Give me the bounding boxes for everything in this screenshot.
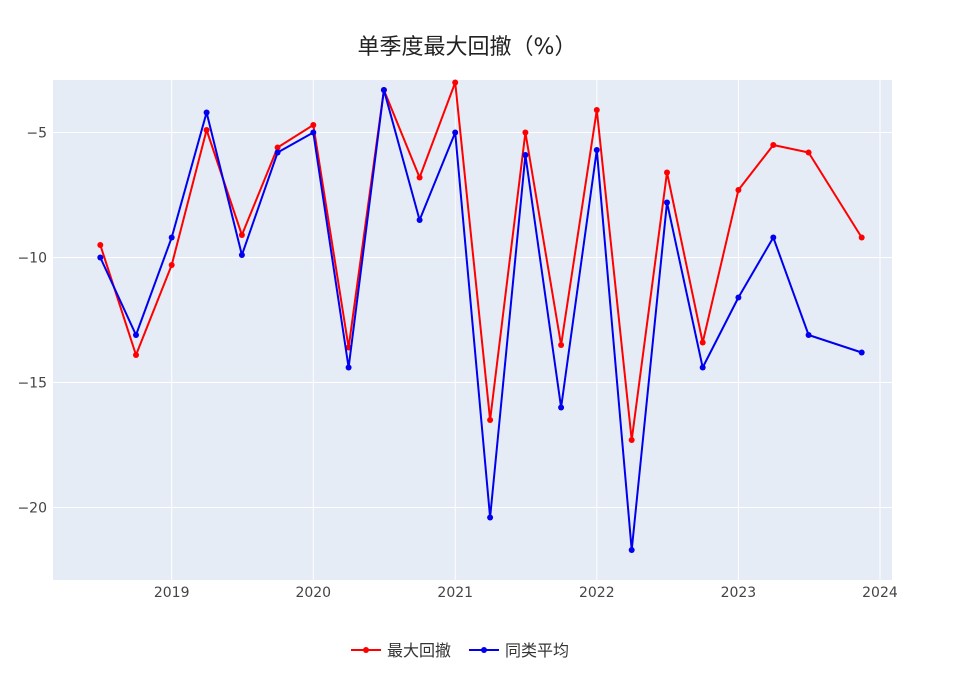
series-2-point[interactable] xyxy=(168,234,175,241)
series-2-point[interactable] xyxy=(310,129,317,136)
series-2-point[interactable] xyxy=(858,349,865,356)
legend-item-series-1[interactable]: 最大回撤 xyxy=(351,641,451,660)
series-1-point[interactable] xyxy=(558,342,565,348)
series-1-point[interactable] xyxy=(593,107,600,113)
series-2-point[interactable] xyxy=(452,129,459,136)
chart-title: 单季度最大回撤（%） xyxy=(358,35,577,60)
series-1-point[interactable] xyxy=(628,437,635,443)
series-2-point[interactable] xyxy=(487,514,494,521)
series-layer xyxy=(97,79,865,553)
series-1-point[interactable] xyxy=(664,169,670,176)
series-1-point[interactable] xyxy=(452,79,459,86)
legend-marker-series-2 xyxy=(481,647,487,653)
series-2-point[interactable] xyxy=(238,252,245,258)
gridlines xyxy=(53,80,892,580)
series-2-point[interactable] xyxy=(345,364,352,371)
x-tick-label: 2019 xyxy=(154,585,190,601)
series-1-point[interactable] xyxy=(238,232,245,238)
series-1-point[interactable] xyxy=(487,417,494,423)
series-1-point[interactable] xyxy=(805,149,812,156)
series-2-point[interactable] xyxy=(97,254,104,261)
series-2-line xyxy=(99,89,863,551)
series-2-point[interactable] xyxy=(274,149,281,156)
legend-marker-series-1 xyxy=(363,647,369,653)
series-1-point[interactable] xyxy=(133,352,139,358)
series-2-point[interactable] xyxy=(133,332,139,338)
legend[interactable]: 最大回撤 同类平均 xyxy=(351,641,569,660)
series-1-point[interactable] xyxy=(274,144,281,151)
series-2-point[interactable] xyxy=(558,404,565,411)
x-axis: 2019 2020 2021 2022 2023 2024 xyxy=(154,585,898,601)
legend-label-series-1: 最大回撤 xyxy=(387,641,451,660)
series-1-point[interactable] xyxy=(770,142,777,148)
series-1-point[interactable] xyxy=(203,127,210,133)
series-2-point[interactable] xyxy=(699,364,706,371)
series-2-point[interactable] xyxy=(522,152,529,158)
series-1-point[interactable] xyxy=(310,122,317,128)
series-2-point[interactable] xyxy=(380,87,387,93)
series-1-point[interactable] xyxy=(416,174,423,181)
y-tick-label: −5 xyxy=(26,126,47,142)
x-tick-label: 2021 xyxy=(437,585,473,601)
y-tick-label: −10 xyxy=(17,251,47,267)
series-2-point[interactable] xyxy=(203,109,210,116)
series-1-point[interactable] xyxy=(699,339,706,346)
x-tick-label: 2022 xyxy=(579,585,615,601)
series-2 xyxy=(97,87,865,553)
y-tick-label: −20 xyxy=(17,501,47,517)
series-2-point[interactable] xyxy=(593,147,600,153)
series-2-point[interactable] xyxy=(805,332,812,338)
series-1-point[interactable] xyxy=(858,234,865,241)
legend-label-series-2: 同类平均 xyxy=(505,641,569,660)
series-2-point[interactable] xyxy=(416,217,423,223)
series-2-point[interactable] xyxy=(735,294,742,301)
series-1-point[interactable] xyxy=(735,187,742,193)
series-2-point[interactable] xyxy=(664,199,670,206)
series-2-point[interactable] xyxy=(628,547,635,553)
series-1-point[interactable] xyxy=(97,242,104,248)
series-1-point[interactable] xyxy=(522,129,529,136)
legend-item-series-2[interactable]: 同类平均 xyxy=(469,641,569,660)
x-tick-label: 2020 xyxy=(295,585,331,601)
x-tick-label: 2023 xyxy=(721,585,757,601)
y-axis: −5 −10 −15 −20 xyxy=(17,126,47,517)
series-1-point[interactable] xyxy=(168,262,175,268)
series-2-point[interactable] xyxy=(770,234,777,241)
y-tick-label: −15 xyxy=(17,376,47,392)
x-tick-label: 2024 xyxy=(862,585,898,601)
